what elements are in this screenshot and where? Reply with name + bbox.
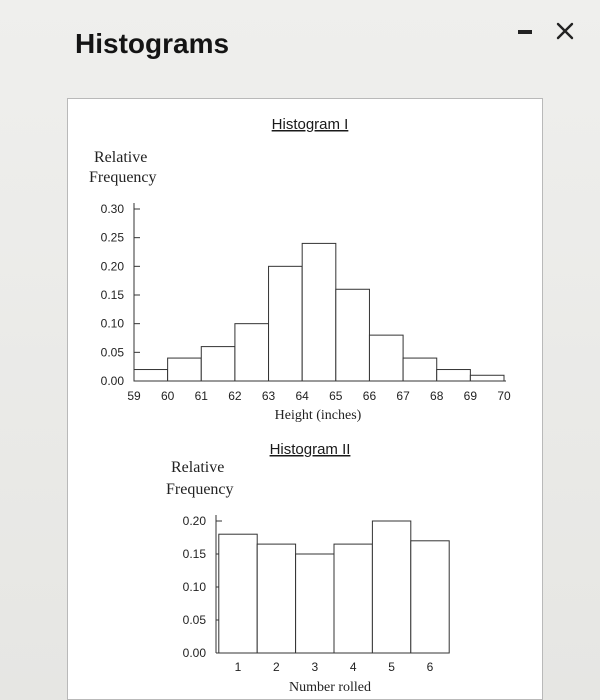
- hist1-x-tick-label: 63: [262, 389, 276, 403]
- minimize-icon: [518, 30, 532, 34]
- hist1-x-tick-label: 59: [127, 389, 141, 403]
- window-title: Histograms: [75, 28, 230, 59]
- hist1-y-tick-label: 0.10: [101, 317, 125, 331]
- hist1-bar: [200, 346, 236, 382]
- hist2-bar: [295, 553, 335, 654]
- hist1-y-tick-label: 0.30: [101, 202, 125, 216]
- hist2-x-tick-label: 1: [235, 660, 242, 674]
- hist1-y-tick-label: 0.05: [101, 345, 125, 359]
- hist1-x-tick-label: 69: [464, 389, 478, 403]
- hist1-bar: [335, 288, 370, 382]
- close-button[interactable]: [552, 16, 578, 46]
- hist1-bar: [301, 242, 337, 382]
- hist2-y-tick-label: 0.10: [183, 580, 207, 594]
- minimize-button[interactable]: [512, 16, 538, 46]
- hist1-xlabel: Height (inches): [275, 408, 362, 423]
- hist1-bar: [368, 334, 404, 382]
- hist2-bar: [371, 520, 412, 654]
- hist2-y-tick-label: 0.20: [183, 514, 207, 528]
- hist1-x-tick-label: 60: [161, 389, 175, 403]
- hist1-x-tick-label: 66: [363, 389, 377, 403]
- hist2-ylabel-line1: Relative: [171, 459, 224, 476]
- hist2-bar: [410, 540, 450, 654]
- hist1-y-tick-label: 0.25: [101, 231, 125, 245]
- hist2-bar: [256, 543, 297, 654]
- hist1-title: Histogram I: [272, 116, 349, 133]
- hist1-x-tick-label: 67: [396, 389, 410, 403]
- hist1-x-tick-label: 65: [329, 389, 343, 403]
- histograms-canvas: Histogram I Relative Frequency 0.00 0.05 0.10…: [89, 116, 511, 695]
- hist1-x-tick-label: 70: [497, 389, 511, 403]
- hist2-x-tick-label: 3: [311, 660, 318, 674]
- histograms-panel: Histogram I Relative Frequency 0.00 0.05 0.10…: [67, 98, 543, 700]
- hist2-bar: [333, 543, 373, 654]
- hist2-y-tick-label: 0.15: [183, 547, 207, 561]
- hist2-bar: [218, 533, 258, 654]
- hist1-bar: [167, 357, 202, 382]
- hist1-y-tick-label: 0.00: [101, 374, 125, 388]
- hist1-x-tick-label: 61: [195, 389, 209, 403]
- hist2-y-tick-label: 0.05: [183, 613, 207, 627]
- hist1-y-tick-label: 0.20: [101, 259, 125, 273]
- hist1-ylabel-line2: Frequency: [89, 169, 157, 186]
- hist2-ylabel-line2: Frequency: [166, 481, 234, 498]
- hist2-x-tick-label: 4: [350, 660, 357, 674]
- close-icon: [556, 22, 574, 40]
- hist1-x-tick-label: 68: [430, 389, 444, 403]
- hist1-bar: [234, 323, 270, 382]
- hist2-y-tick-label: 0.00: [183, 646, 207, 660]
- hist1-bar: [402, 357, 438, 382]
- hist1-x-tick-label: 64: [296, 389, 310, 403]
- hist1-bar: [469, 374, 505, 382]
- hist1-bar: [133, 369, 169, 382]
- hist1-bar: [436, 369, 471, 382]
- hist1-bar: [268, 265, 303, 382]
- hist2-x-tick-label: 6: [427, 660, 434, 674]
- window-controls: [512, 16, 578, 46]
- hist2-xlabel: Number rolled: [289, 680, 371, 695]
- hist1-ylabel-line1: Relative: [94, 149, 147, 166]
- hist2-title: Histogram II: [270, 441, 351, 458]
- hist2-x-tick-label: 2: [273, 660, 280, 674]
- hist1-x-tick-label: 62: [228, 389, 242, 403]
- hist1-y-tick-label: 0.15: [101, 288, 125, 302]
- hist2-x-tick-label: 5: [388, 660, 395, 674]
